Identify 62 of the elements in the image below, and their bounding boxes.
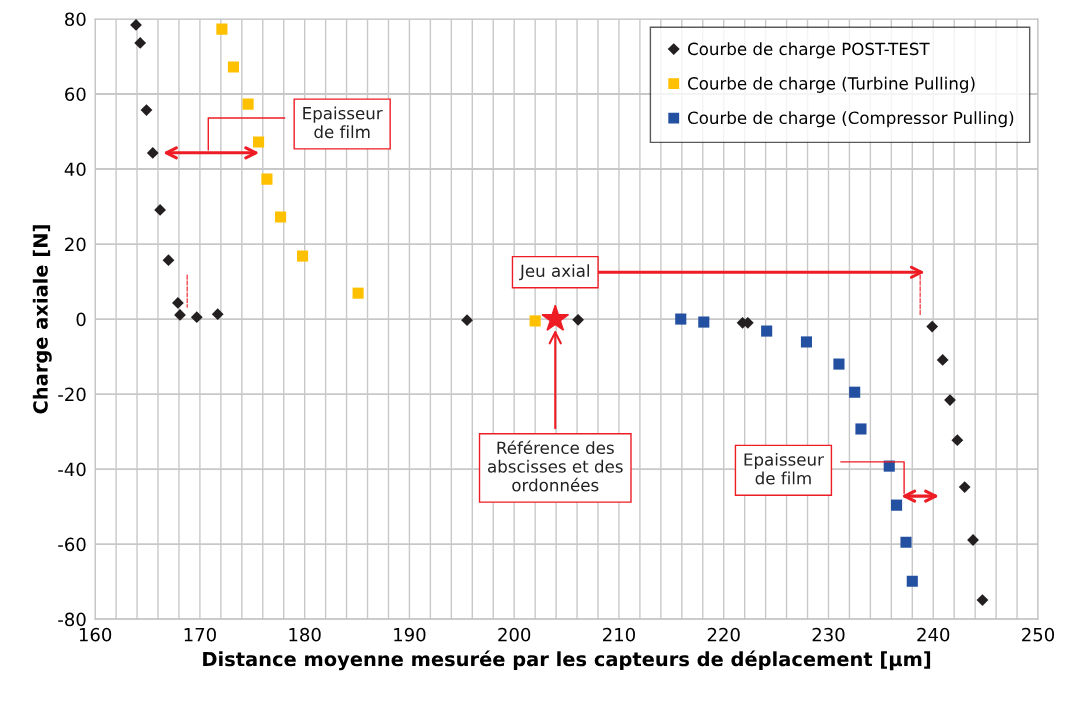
y-tick-label: -80 (58, 612, 86, 627)
point (951, 434, 964, 447)
point (461, 314, 473, 327)
x-tick-label: 180 (289, 627, 321, 642)
point (800, 336, 813, 348)
point (352, 287, 364, 299)
point (936, 354, 949, 366)
point (253, 136, 265, 148)
point (140, 104, 153, 116)
point (216, 23, 228, 35)
point (227, 61, 239, 73)
y-tick-label: -60 (58, 537, 86, 552)
annotation: Référence des abscisses et des ordonnées (488, 440, 623, 492)
legend-label: Courbe de charge (Turbine Pulling) (688, 76, 975, 93)
y-axis-title: Charge axiale [N] (32, 225, 52, 414)
legend-label: Courbe de charge (Compressor Pulling) (688, 111, 1014, 128)
x-tick-label: 190 (394, 627, 426, 642)
x-axis-title: Distance moyenne mesurée par les capteurs de déplacement [µm] (203, 650, 931, 671)
point (849, 386, 861, 398)
point (134, 37, 147, 49)
x-tick-label: 160 (79, 627, 112, 642)
annotation: Jeu axial (519, 264, 589, 281)
x-tick-label: 170 (184, 627, 216, 642)
point (906, 575, 918, 587)
point (891, 499, 903, 511)
point (211, 308, 224, 321)
point (761, 325, 773, 337)
point (572, 313, 584, 326)
y-tick-label: 40 (64, 162, 86, 177)
x-tick-label: 230 (812, 627, 845, 642)
x-tick-label: 240 (917, 627, 950, 642)
point (162, 254, 175, 267)
y-tick-label: -40 (58, 462, 86, 477)
point (275, 211, 287, 223)
point (146, 146, 159, 159)
legend-label: Courbe de charge POST-TEST (688, 42, 930, 59)
point (297, 250, 309, 262)
point (242, 98, 254, 110)
point (529, 315, 541, 327)
point (154, 204, 166, 216)
y-tick-label: 20 (65, 237, 86, 252)
x-tick-label: 250 (1022, 627, 1055, 642)
point (172, 297, 184, 309)
point (976, 594, 989, 606)
point (190, 311, 203, 324)
point (900, 536, 912, 548)
y-tick-label: 80 (65, 12, 86, 27)
annotation: Epaisseur de film (744, 452, 824, 485)
y-tick-label: 0 (76, 312, 86, 327)
point (675, 313, 687, 325)
point (833, 358, 845, 370)
point (698, 316, 710, 328)
point (958, 481, 971, 494)
point (261, 173, 273, 185)
x-tick-label: 220 (707, 627, 740, 642)
point (855, 423, 867, 435)
y-tick-label: 60 (65, 87, 86, 102)
x-tick-label: 200 (498, 627, 531, 642)
annotation: Epaisseur de film (303, 106, 383, 139)
y-tick-label: -20 (58, 387, 86, 402)
point (926, 320, 939, 333)
x-tick-label: 210 (603, 627, 635, 642)
